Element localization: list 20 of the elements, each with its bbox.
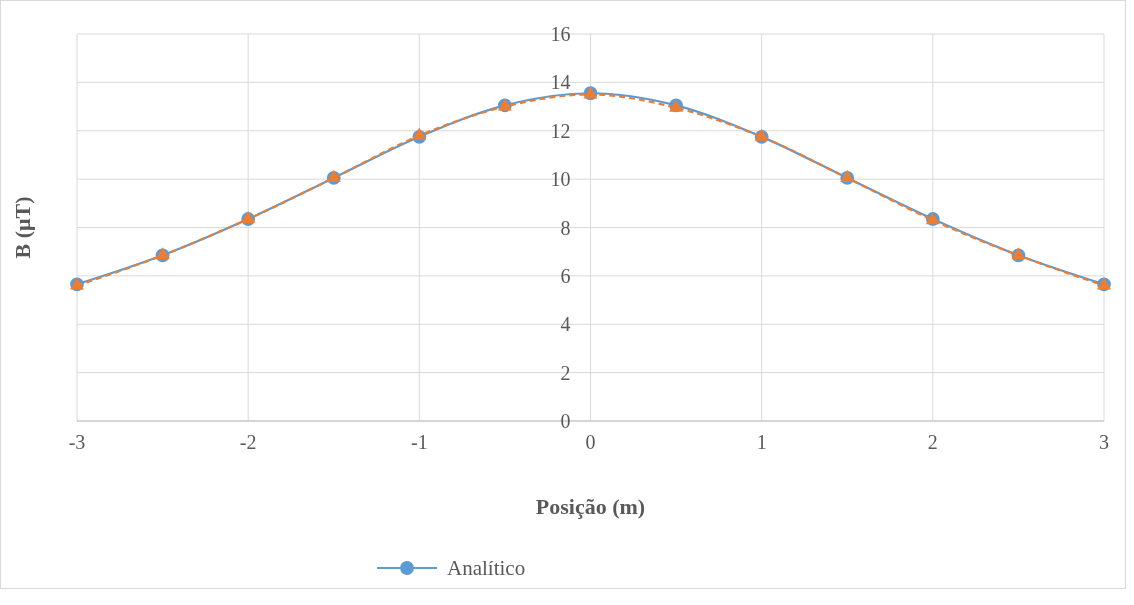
- y-tick-label: 14: [550, 71, 571, 94]
- y-axis-title: B (μT): [10, 196, 35, 259]
- x-axis-title: Posição (m): [535, 494, 646, 519]
- y-tick-label: 16: [550, 23, 571, 45]
- y-tick-label: 12: [550, 119, 571, 142]
- x-tick-label: 3: [1099, 431, 1109, 453]
- x-tick-label: 1: [756, 431, 767, 453]
- y-tick-label: 2: [560, 361, 571, 384]
- y-tick-label: 0: [560, 410, 571, 432]
- y-tick-label: 4: [560, 313, 571, 336]
- x-tick-label: -3: [68, 431, 86, 453]
- x-tick-label: 0: [585, 431, 596, 453]
- x-tick-label: -2: [239, 431, 257, 453]
- y-tick-label: 10: [550, 168, 571, 191]
- y-tick-label: 6: [560, 264, 571, 287]
- legend-label: Analítico: [447, 556, 526, 580]
- y-tick-label: 8: [560, 216, 571, 239]
- x-tick-label: 2: [927, 431, 938, 453]
- x-tick-label: -1: [411, 431, 428, 453]
- point: [412, 127, 427, 140]
